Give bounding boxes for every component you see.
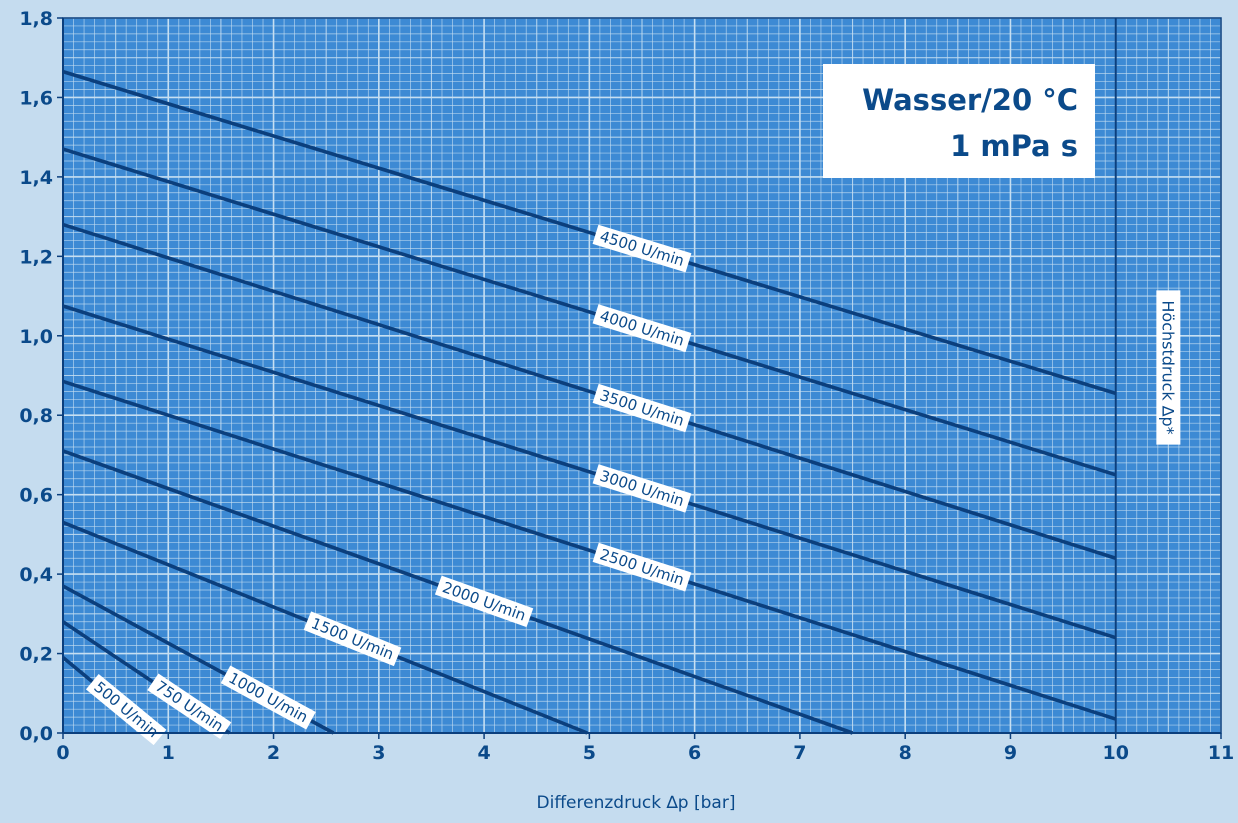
series-line-2500-rpm [62,379,1117,721]
curve-label-bg [592,542,692,592]
y-tick-label: 1,2 [19,246,53,268]
y-tick-label: 0,0 [19,723,53,745]
x-tick-label: 2 [267,742,280,764]
info-box: Wasser/20 °C 1 mPa s [823,64,1095,178]
x-tick-label: 4 [477,742,490,764]
y-tick-label: 0,8 [19,405,53,427]
info-box-line-2: 1 mPa s [950,129,1078,163]
x-tick-label: 9 [1004,742,1017,764]
curve-label-bg [147,673,232,739]
y-tick-label: 0,4 [19,564,53,586]
x-tick-label: 11 [1208,742,1234,764]
curve-label-bg [85,673,167,746]
max-pressure-label-text: Höchstdruck ∆p* [1158,300,1177,434]
y-tick-label: 1,4 [19,167,53,189]
series-line-3500-rpm [62,222,1117,560]
y-tick-label: 1,0 [19,326,53,348]
max-pressure-label-bg [1156,290,1181,445]
info-box-line-1: Wasser/20 °C [862,83,1078,117]
curve-label-bg [592,304,692,353]
x-tick-label: 10 [1103,742,1129,764]
x-axis-label: Differenzdruck ∆p [bar] [537,793,736,813]
x-tick-label: 3 [372,742,385,764]
x-tick-label: 0 [56,742,69,764]
curve-label-bg [434,575,534,628]
axes: 0 1 2 3 4 5 6 7 8 9 10 11 0,0 0,2 0,4 0,6 0,8 1,0 1,2 1,4 1,… [19,8,1234,764]
curve-label-bg [592,464,692,513]
curve-label-bg [592,383,692,433]
series-line-3000-rpm [62,304,1117,640]
max-pressure-group: Höchstdruck ∆p* [1114,18,1181,733]
info-box-background [823,64,1095,178]
curve-label-bg [220,665,316,730]
max-pressure-label: Höchstdruck ∆p* [1156,290,1181,445]
series-line-4500-rpm [62,69,1117,396]
x-tick-label: 7 [793,742,806,764]
series-line-4000-rpm [62,147,1117,477]
y-tick-label: 0,6 [19,485,53,507]
x-tick-label: 6 [688,742,701,764]
x-tick-label: 1 [162,742,175,764]
y-tick-label: 0,2 [19,644,53,666]
y-tick-label: 1,6 [19,87,53,109]
y-tick-label: 1,8 [19,8,53,30]
curve-label-bg [303,611,402,667]
x-tick-label: 8 [899,742,912,764]
x-tick-label: 5 [583,742,596,764]
curve-label-bg [592,224,692,273]
